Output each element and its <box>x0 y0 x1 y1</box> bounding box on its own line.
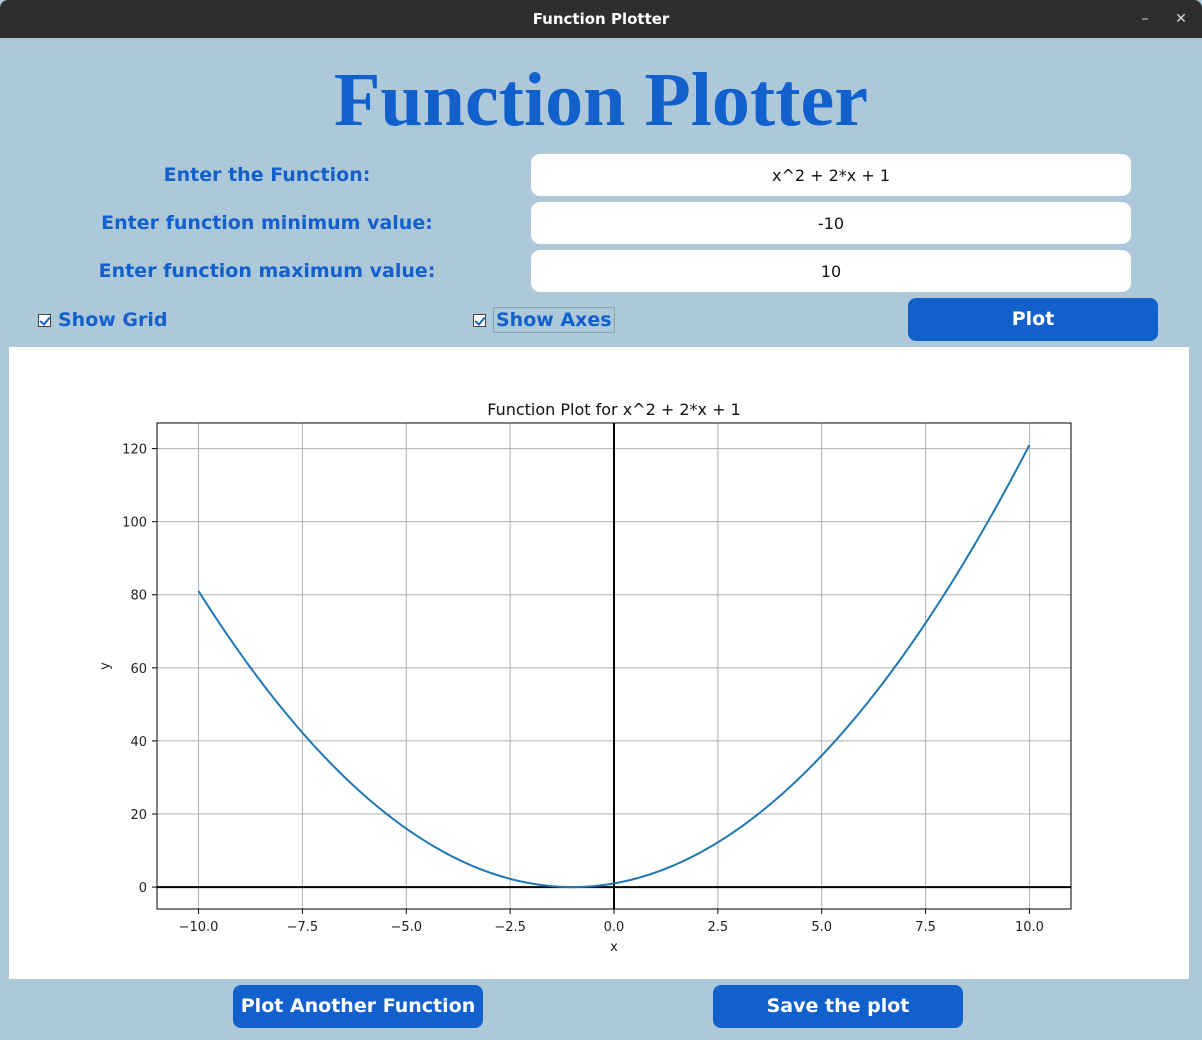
y-tick-label: 0 <box>139 881 147 896</box>
function-label: Enter the Function: <box>163 164 371 186</box>
checkbox-checked-icon[interactable] <box>38 313 51 327</box>
y-tick-label: 120 <box>122 443 147 458</box>
y-tick-label: 60 <box>130 662 147 677</box>
x-tick-label: 7.5 <box>915 920 936 935</box>
close-icon[interactable]: ✕ <box>1175 11 1187 27</box>
y-tick-label: 100 <box>122 516 147 531</box>
window-title: Function Plotter <box>532 10 670 28</box>
x-tick-label: 0.0 <box>604 920 625 935</box>
x-tick-label: −10.0 <box>179 920 219 935</box>
min-value-label: Enter function minimum value: <box>101 212 433 234</box>
plot-another-function-button[interactable]: Plot Another Function <box>233 985 483 1028</box>
x-axis-label: x <box>610 940 618 955</box>
y-tick-label: 80 <box>130 589 147 604</box>
x-tick-label: −7.5 <box>287 920 319 935</box>
max-value-label: Enter function maximum value: <box>98 260 436 282</box>
page-title: Function Plotter <box>333 58 868 142</box>
x-tick-label: −5.0 <box>390 920 422 935</box>
max-value-input[interactable] <box>531 250 1131 292</box>
show-axes-label[interactable]: Show Axes <box>493 307 615 333</box>
x-tick-label: 2.5 <box>708 920 729 935</box>
chart-zero-axes <box>157 423 1071 909</box>
series-line <box>197 444 1031 889</box>
checkbox-checked-icon[interactable] <box>473 313 486 327</box>
minimize-icon[interactable]: – <box>1141 11 1149 27</box>
chart-title: Function Plot for x^2 + 2*x + 1 <box>487 400 741 419</box>
x-tick-label: 5.0 <box>811 920 832 935</box>
show-grid-checkbox[interactable]: Show Grid <box>38 306 168 334</box>
plot-canvas: −10.0 −7.5 −5.0 −2.5 0.0 2.5 5.0 7.5 10.0 0 20 40 6… <box>9 347 1189 979</box>
show-grid-label[interactable]: Show Grid <box>58 309 168 331</box>
x-tick-label: −2.5 <box>494 920 526 935</box>
y-axis-ticks: 0 20 40 60 80 100 120 <box>122 443 157 896</box>
title-bar: Function Plotter – ✕ <box>0 0 1202 38</box>
save-plot-button[interactable]: Save the plot <box>713 985 963 1028</box>
plot-button[interactable]: Plot <box>908 298 1158 341</box>
x-axis-ticks: −10.0 −7.5 −5.0 −2.5 0.0 2.5 5.0 7.5 10.0 <box>179 909 1044 935</box>
function-chart: −10.0 −7.5 −5.0 −2.5 0.0 2.5 5.0 7.5 10.0 0 20 40 6… <box>98 400 1072 955</box>
y-axis-label: y <box>98 662 113 670</box>
function-input[interactable] <box>531 154 1131 196</box>
show-axes-checkbox[interactable]: Show Axes <box>473 306 615 334</box>
y-tick-label: 40 <box>130 735 147 750</box>
x-tick-label: 10.0 <box>1015 920 1044 935</box>
min-value-input[interactable] <box>531 202 1131 244</box>
y-tick-label: 20 <box>130 808 147 823</box>
